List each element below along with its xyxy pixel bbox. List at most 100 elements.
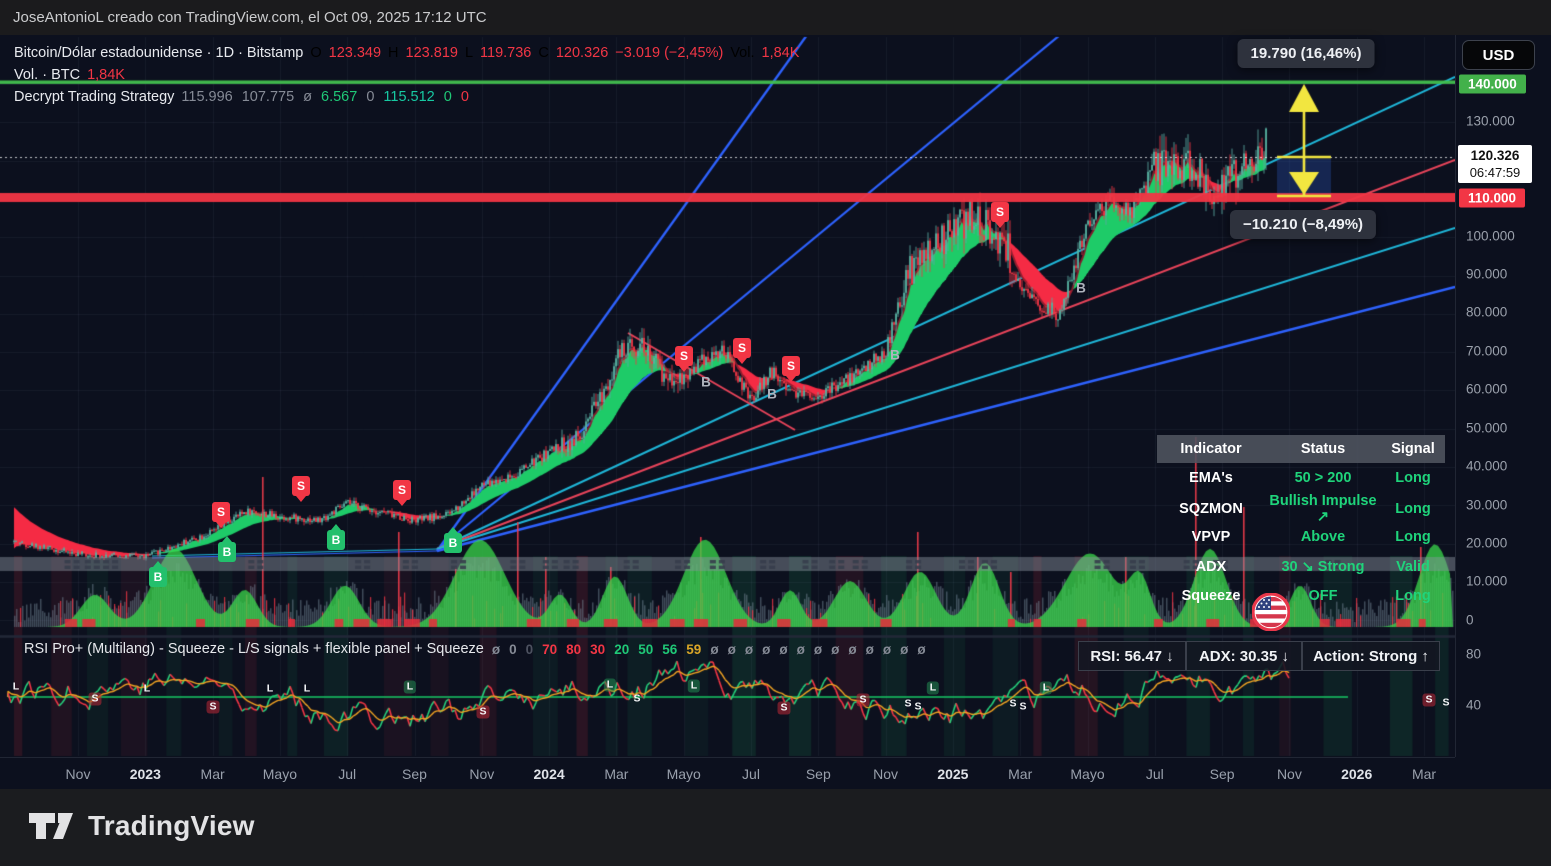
price-axis-label: 20.000 [1466, 535, 1508, 551]
adx-value-badge: ADX: 30.35 ↓ [1186, 641, 1302, 671]
currency-toggle-button[interactable]: USD [1462, 40, 1535, 70]
time-axis-tick: Mayo [262, 766, 298, 782]
resistance-price-label: 140.000 [1459, 74, 1526, 94]
time-axis-tick: Nov [469, 766, 495, 782]
rsi-signal-letter: L [926, 681, 940, 695]
volume-value: 1,84K [87, 67, 125, 83]
buy-signal-label: B [767, 386, 777, 402]
rsi-signal-letter: S [856, 693, 870, 707]
value-token: ø [762, 641, 771, 657]
value-token: 0 [366, 89, 375, 105]
table-row: SQZMON Bullish Impulse ↗ Long [1179, 492, 1431, 525]
rsi-axis-label: 40 [1466, 697, 1482, 713]
buy-signal-label: B [701, 374, 711, 390]
strategy-row[interactable]: Decrypt Trading Strategy 115.996 107.775 ø… [14, 88, 469, 106]
rsi-signal-letter: L [303, 682, 311, 695]
col-signal: Signal [1391, 441, 1435, 457]
time-axis-tick: Nov [1276, 766, 1302, 782]
us-flag-icon [1251, 592, 1291, 632]
rsi-axis-label: 80 [1466, 646, 1482, 662]
time-axis-tick: 2026 [1341, 766, 1373, 782]
attribution-text: JoseAntonioL creado con TradingView.com,… [13, 9, 487, 26]
time-axis-tick: Sep [402, 766, 427, 782]
table-row: EMA's 50 > 200 Long [1189, 469, 1431, 486]
tradingview-logo-text: TradingView [88, 810, 255, 841]
price-axis-label: 0 [1466, 612, 1474, 628]
rsi-signal-letter: S [1422, 693, 1436, 707]
rsi-pane-header[interactable]: RSI Pro+ (Multilang) - Squeeze - L/S sig… [24, 639, 926, 659]
strategy-values: 115.996 107.775 ø 6.567 0 115.512 0 0 [181, 89, 469, 105]
price-axis-label: 70.000 [1466, 343, 1508, 359]
rsi-signal-letter: S [206, 700, 220, 714]
value-token: ø [865, 641, 874, 657]
price-axis-label: 50.000 [1466, 420, 1508, 436]
time-axis-tick: Mayo [666, 766, 701, 782]
volume-label: Vol. · BTC [14, 67, 81, 83]
price-axis-label: 100.000 [1466, 228, 1515, 244]
col-indicator: Indicator [1180, 441, 1242, 457]
time-axis[interactable]: Nov 2023 Mar Mayo Jul Sep Nov 2024 Mar Mayo Jul Sep… [0, 757, 1455, 790]
value-token: 50 [638, 641, 654, 657]
volume-row[interactable]: Vol. · BTC 1,84K [14, 66, 125, 84]
time-axis-tick: Mar [604, 766, 629, 782]
value-token: 0 [443, 89, 452, 105]
value-token: H [388, 45, 399, 61]
rsi-signal-letter: L [403, 680, 417, 694]
value-token: 115.512 [383, 89, 435, 105]
rsi-signal-letter: S [1019, 700, 1027, 713]
buy-signal-marker: B [327, 530, 345, 550]
sell-signal-marker: S [675, 346, 693, 366]
value-token: 59 [686, 641, 702, 657]
value-token: ø [796, 641, 805, 657]
sell-signal-marker: S [991, 202, 1009, 222]
measure-down-tooltip: −10.210 (−8,49%) [1229, 210, 1377, 239]
value-token: 70 [542, 641, 558, 657]
price-axis[interactable]: USD 130.000 100.000 90.000 80.000 70.000 60.0… [1455, 35, 1551, 757]
value-token: ø [710, 641, 719, 657]
support-price-label: 110.000 [1459, 188, 1526, 208]
value-token: 0 [509, 641, 517, 657]
value-token: L [464, 45, 474, 61]
value-token: ø [882, 641, 892, 657]
rsi-signal-letter: S [777, 701, 791, 715]
buy-signal-label: B [890, 347, 900, 363]
value-token: C [538, 45, 549, 61]
time-axis-tick: Mayo [1070, 766, 1105, 782]
rsi-value-badge: RSI: 56.47 ↓ [1078, 641, 1186, 671]
value-token: ø [491, 641, 501, 657]
price-axis-label: 130.000 [1466, 113, 1515, 129]
tradingview-logo-icon [29, 813, 73, 839]
time-axis-tick: Sep [805, 766, 831, 782]
time-axis-tick: 2025 [937, 766, 969, 782]
value-token: 20 [614, 641, 630, 657]
table-header: Indicator Status Signal [1157, 435, 1445, 463]
symbol-info-row[interactable]: Bitcoin/Dólar estadounidense · 1D · Bits… [14, 44, 799, 62]
sell-signal-marker: S [292, 476, 310, 496]
buy-signal-marker: B [444, 533, 462, 553]
time-axis-tick: Nov [65, 766, 91, 782]
indicator-summary-table: Indicator Status Signal EMA's 50 > 200 Lon… [1157, 435, 1445, 611]
sell-signal-marker: S [212, 502, 230, 522]
value-token: 123.349 [328, 45, 382, 61]
value-token: 1,84K [761, 45, 800, 61]
value-token: ø [813, 641, 823, 657]
value-token: ø [303, 89, 313, 105]
value-token: 0 [460, 89, 469, 105]
time-axis-tick: 2023 [129, 766, 161, 782]
symbol-title: Bitcoin/Dólar estadounidense · 1D · Bits… [14, 45, 304, 61]
value-token: ø [848, 641, 857, 657]
sell-signal-marker: S [782, 356, 800, 376]
rsi-pane-title: RSI Pro+ (Multilang) - Squeeze - L/S sig… [24, 641, 484, 657]
footer: TradingView [0, 789, 1551, 866]
rsi-signal-letter: S [88, 692, 102, 706]
chart-canvas[interactable] [0, 35, 1455, 757]
rsi-signal-letter: S [476, 705, 490, 719]
table-row: Squeeze OFF Long [1181, 588, 1431, 605]
time-axis-tick: Jul [1145, 766, 1164, 782]
value-token: ø [917, 641, 926, 657]
tradingview-logo[interactable]: TradingView [28, 807, 255, 845]
rsi-signal-letter: L [603, 678, 617, 692]
value-token: ø [727, 641, 736, 657]
value-token: 56 [662, 641, 678, 657]
table-row: VPVP Above Long [1191, 528, 1431, 545]
